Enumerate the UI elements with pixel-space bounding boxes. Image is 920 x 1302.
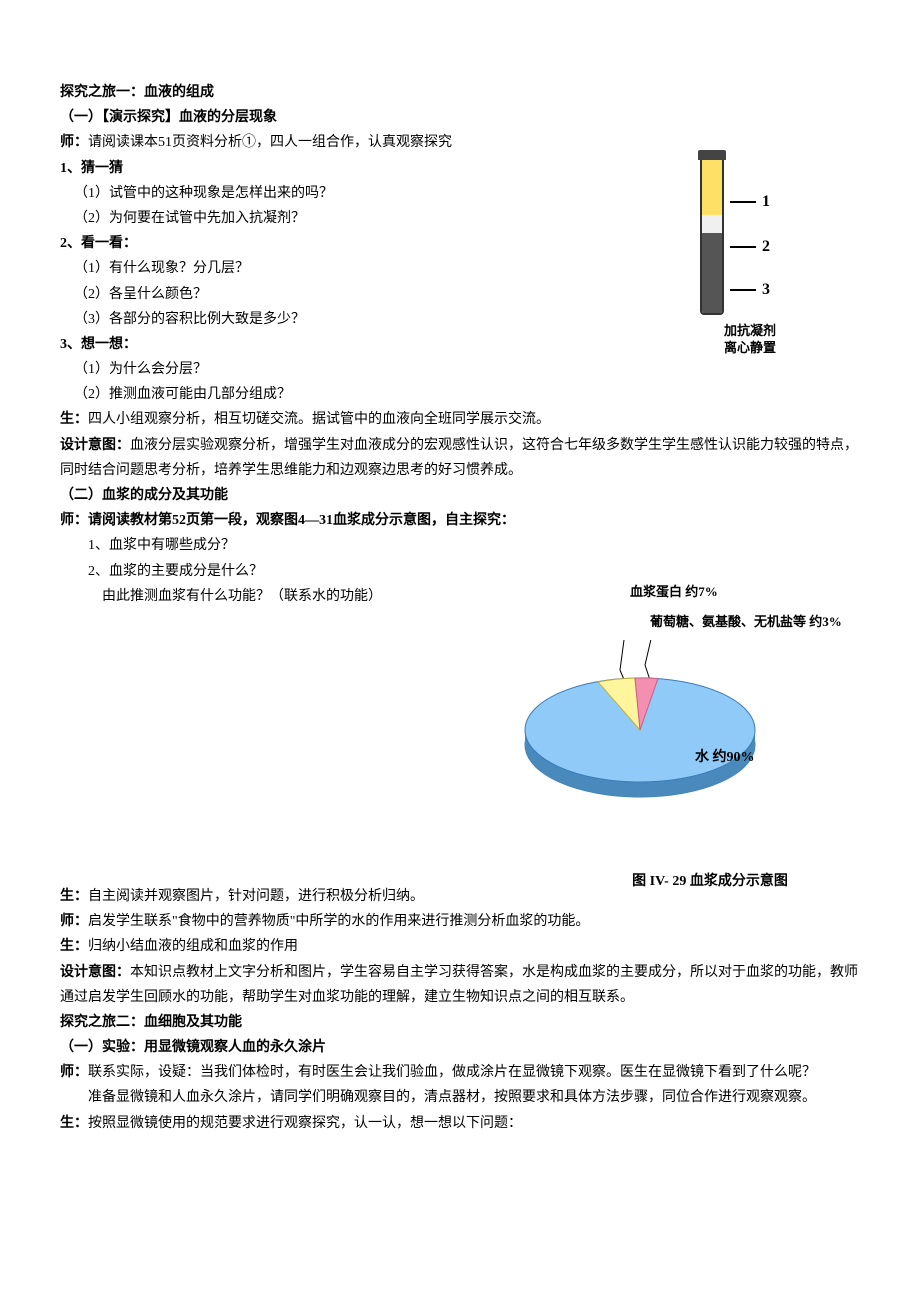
design-intent: 设计意图：本知识点教材上文字分析和图片，学生容易自主学习获得答案，水是构成血浆的… (60, 960, 860, 1010)
tube-layer-2 (702, 215, 722, 233)
tube-label-2: 2 (730, 233, 770, 262)
tube-label-1: 1 (730, 188, 770, 217)
tube-layer-1 (702, 160, 722, 215)
journey2-title: 探究之旅二：血细胞及其功能 (60, 1010, 860, 1035)
pie-label-protein: 血浆蛋白 约7% (630, 580, 718, 603)
teacher-line: 师：联系实际，设疑：当我们体检时，有时医生会让我们验血，做成涂片在显微镜下观察。… (60, 1060, 860, 1085)
teacher-line: 师：请阅读教材第52页第一段，观察图4—31血浆成分示意图，自主探究： (60, 508, 860, 533)
journey1-title: 探究之旅一：血液的组成 (60, 80, 860, 105)
section1-title: （一）【演示探究】血液的分层现象 (60, 105, 860, 130)
pie-caption: 图 IV- 29 血浆成分示意图 (510, 869, 870, 894)
teacher-line-cont: 准备显微镜和人血永久涂片，请同学们明确观察目的，清点器材，按照要求和具体方法步骤… (60, 1085, 860, 1110)
pie-chart-figure: 血浆蛋白 约7% 葡萄糖、氨基酸、无机盐等 约3% 水 约90% 图 IV- 2… (510, 580, 870, 894)
j2-section1-title: （一）实验：用显微镜观察人血的永久涂片 (60, 1035, 860, 1060)
pie-label-water: 水 约90% (695, 745, 755, 770)
student-line: 生：按照显微镜使用的规范要求进行观察探究，认一认，想一想以下问题： (60, 1111, 860, 1136)
pie-chart-svg (510, 640, 810, 840)
section2-title: （二）血浆的成分及其功能 (60, 483, 860, 508)
pie-label-glucose: 葡萄糖、氨基酸、无机盐等 约3% (650, 610, 842, 633)
test-tube (700, 160, 724, 315)
student-line: 生：归纳小结血液的组成和血浆的作用 (60, 934, 860, 959)
test-tube-figure: 1 2 3 加抗凝剂 离心静置 (680, 150, 820, 357)
tube-layer-3 (702, 233, 722, 315)
design-intent: 设计意图：血液分层实验观察分析，增强学生对血液成分的宏观感性认识，这符合七年级多… (60, 433, 860, 483)
student-line: 生：四人小组观察分析，相互切磋交流。据试管中的血液向全班同学展示交流。 (60, 407, 860, 432)
tube-label-3: 3 (730, 276, 770, 305)
tube-caption: 加抗凝剂 离心静置 (680, 323, 820, 357)
teacher-line: 师：启发学生联系"食物中的营养物质"中所学的水的作用来进行推测分析血浆的功能。 (60, 909, 860, 934)
q3-item: （1）为什么会分层？ (60, 357, 860, 382)
q3-item: （2）推测血液可能由几部分组成？ (60, 382, 860, 407)
section2-item: 1、血浆中有哪些成分？ (60, 533, 860, 558)
